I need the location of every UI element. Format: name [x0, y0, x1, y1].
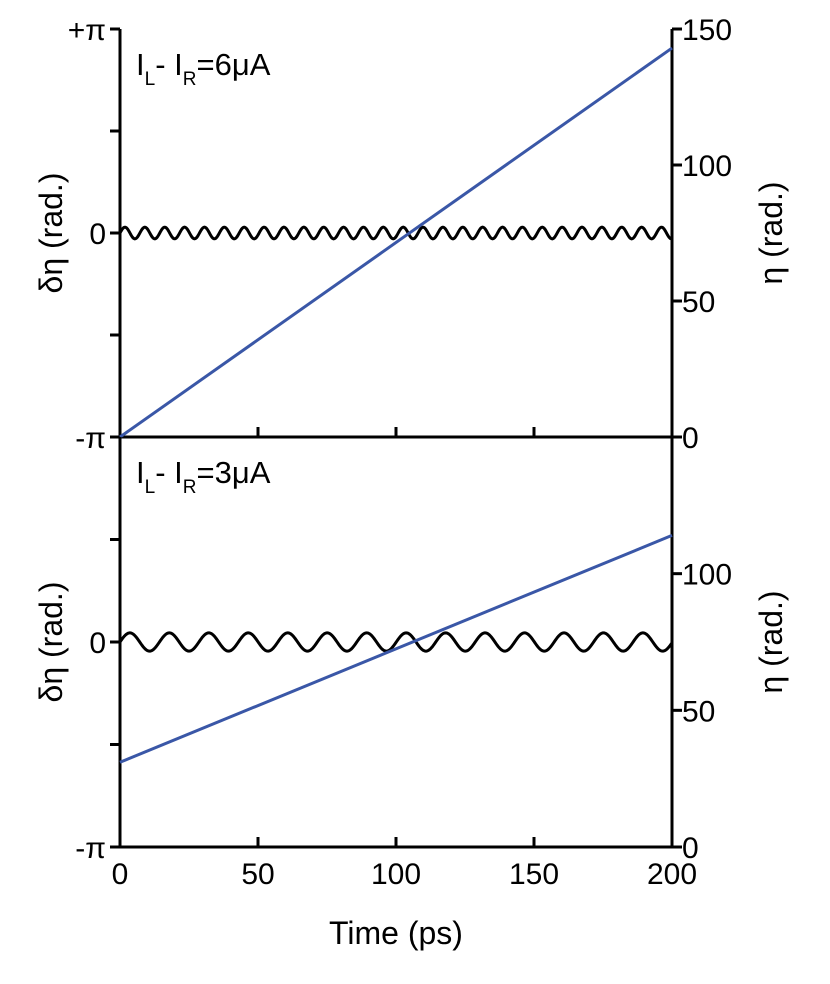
- left-axis-title: δη (rad.): [33, 582, 69, 703]
- x-tick-label: 200: [647, 858, 697, 891]
- current-annotation: IL- IR=6μA: [136, 47, 271, 90]
- left-tick-label: 0: [89, 627, 106, 660]
- right-axis-title: η (rad.): [753, 181, 789, 284]
- left-tick-label: 0: [89, 218, 106, 251]
- right-tick-label: 150: [682, 14, 732, 47]
- top-panel: +π 0 -π 0 50 100 150 δη (rad.) η (rad.) IL- IR=6μ…: [33, 14, 789, 455]
- right-tick-label: 0: [682, 422, 699, 455]
- x-tick-label: 50: [241, 858, 274, 891]
- eta-line: [119, 46, 673, 439]
- right-tick-label: 50: [682, 695, 715, 728]
- right-tick-label: 100: [682, 559, 732, 592]
- x-tick-label: 150: [509, 858, 559, 891]
- delta-eta-line: [118, 225, 673, 241]
- left-tick-label: -π: [75, 832, 106, 865]
- right-tick-label: 100: [682, 150, 732, 183]
- left-axis-title: δη (rad.): [33, 173, 69, 294]
- x-tick-label: 0: [112, 858, 129, 891]
- current-annotation: IL- IR=3μA: [136, 455, 271, 498]
- right-axis-title: η (rad.): [753, 590, 789, 693]
- x-tick-label: 100: [371, 858, 421, 891]
- left-tick-label: +π: [68, 14, 106, 47]
- right-tick-label: 50: [682, 286, 715, 319]
- left-tick-label: -π: [75, 422, 106, 455]
- delta-eta-line: [118, 631, 674, 653]
- eta-line: [119, 534, 673, 764]
- right-tick-label: 0: [682, 832, 699, 865]
- x-axis-title: Time (ps): [329, 915, 463, 951]
